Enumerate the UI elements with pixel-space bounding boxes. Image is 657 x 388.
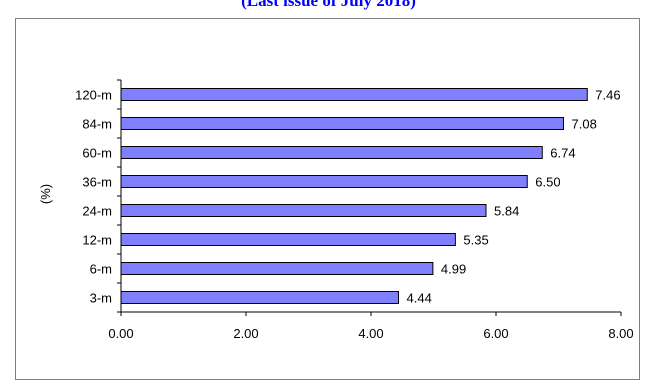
axes-group: [117, 79, 622, 316]
value-label-84-m: 7.08: [572, 117, 597, 132]
bar-6-m: [120, 262, 434, 275]
x-tick-label-4.00: 4.00: [358, 326, 383, 341]
value-label-12-m: 5.35: [463, 233, 488, 248]
y-tick-label-6-m: 6-m: [90, 262, 112, 277]
value-label-120-m: 7.46: [595, 88, 620, 103]
y-tick-label-120-m: 120-m: [75, 88, 112, 103]
value-label-3-m: 4.44: [407, 291, 432, 306]
y-tick-label-60-m: 60-m: [82, 146, 112, 161]
bar-24-m: [120, 204, 487, 217]
x-tick-label-6.00: 6.00: [483, 326, 508, 341]
bar-60-m: [120, 146, 543, 159]
y-axis-label: (%): [38, 184, 53, 204]
value-label-24-m: 5.84: [494, 204, 519, 219]
x-tick-label-2.00: 2.00: [233, 326, 258, 341]
y-tick-label-3-m: 3-m: [90, 291, 112, 306]
value-label-6-m: 4.99: [441, 262, 466, 277]
bar-36-m: [120, 175, 528, 188]
value-label-36-m: 6.50: [535, 175, 560, 190]
y-tick-label-24-m: 24-m: [82, 204, 112, 219]
chart-frame: [15, 18, 640, 380]
bars-group: [120, 88, 588, 304]
y-tick-label-36-m: 36-m: [82, 175, 112, 190]
value-label-60-m: 6.74: [550, 146, 575, 161]
bar-3-m: [120, 291, 399, 304]
bar-84-m: [120, 117, 564, 130]
chart-title: (Last issue of July 2018): [241, 0, 416, 10]
y-tick-label-12-m: 12-m: [82, 233, 112, 248]
bar-12-m: [120, 233, 456, 246]
x-tick-label-0.00: 0.00: [108, 326, 133, 341]
bar-120-m: [120, 88, 588, 101]
x-tick-label-8.00: 8.00: [608, 326, 633, 341]
y-tick-label-84-m: 84-m: [82, 117, 112, 132]
labels-group: 4.44 3-m 4.99 6-m 5.35 12-m 5.84 24-m 6.50 36-m 6.…: [75, 88, 634, 342]
